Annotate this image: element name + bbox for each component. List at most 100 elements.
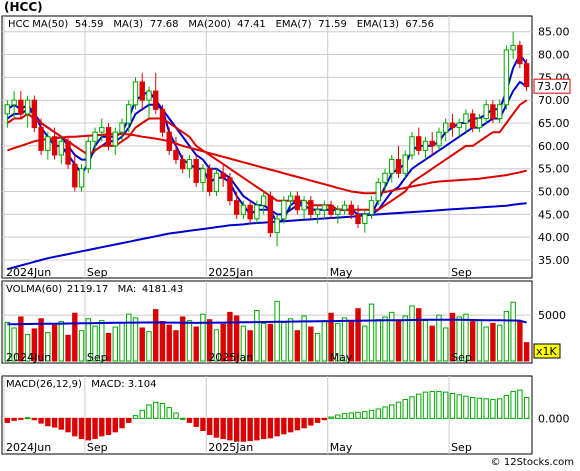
volume-bar — [429, 325, 435, 362]
macd-bar — [368, 409, 375, 419]
volume-bar — [260, 322, 267, 362]
candle-body — [463, 113, 469, 124]
volume-bar — [112, 326, 118, 362]
candle-body — [409, 136, 415, 156]
candle-body — [99, 127, 105, 133]
macd-bar — [443, 391, 449, 419]
candle-body — [206, 168, 213, 193]
volume-bar — [274, 300, 280, 362]
legend-value: 71.59 — [318, 19, 347, 30]
candle-body — [38, 127, 44, 151]
macd-bar — [126, 417, 132, 423]
volume-bar — [227, 311, 233, 362]
candle-body — [227, 177, 233, 202]
volume-x-label: 2024Jun — [6, 351, 51, 364]
volume-bar — [443, 327, 449, 362]
volume-bar — [362, 325, 368, 362]
candle-body — [153, 90, 159, 110]
candle-body — [159, 108, 166, 133]
macd-bar — [31, 417, 38, 421]
volume-ma-line — [7, 318, 527, 326]
volume-bar — [186, 320, 193, 362]
last-price-tag — [533, 78, 571, 94]
macd-bar — [463, 395, 469, 419]
candle-body — [260, 195, 267, 206]
candle-body — [24, 99, 31, 115]
volume-bar — [375, 319, 381, 362]
volume-x-label: May — [330, 351, 353, 364]
macd-bar — [416, 393, 422, 419]
price-y-axis: 85.0080.0075.0070.0065.0060.0055.0050.00… — [533, 26, 571, 267]
candle-body — [436, 131, 442, 147]
volume-bar — [523, 342, 530, 362]
price-tick-label: 70.00 — [538, 94, 570, 107]
candle-body — [132, 81, 139, 106]
macd-bar — [348, 412, 354, 419]
candle-body — [321, 204, 328, 211]
ma-line-ema13 — [6, 99, 528, 211]
macd-bar — [449, 392, 456, 419]
volume-bar — [65, 334, 71, 362]
macd-bar — [227, 417, 233, 441]
candle-body — [416, 136, 422, 151]
candle-body — [341, 204, 348, 211]
candle-body — [247, 204, 253, 220]
candle-body — [4, 104, 11, 115]
legend-label: EMA(7) — [276, 19, 312, 30]
volume-bar — [294, 330, 301, 362]
legend-value: 77.68 — [150, 19, 179, 30]
legend-value: 67.56 — [405, 19, 434, 30]
candle-body — [335, 209, 341, 215]
candle-body — [348, 204, 354, 215]
volume-tick-label: 5000 — [538, 309, 566, 322]
volume-bar — [436, 314, 442, 362]
macd-bar — [517, 389, 523, 419]
macd-legend-value: 3.104 — [128, 379, 157, 390]
volume-bar — [132, 317, 139, 362]
candle-body — [267, 195, 274, 234]
volume-bar — [503, 310, 510, 362]
volume-bar — [99, 320, 105, 362]
price-tick-label: 80.00 — [538, 49, 570, 62]
candle-body — [362, 213, 368, 224]
volume-x-label: 2025Jan — [208, 351, 253, 364]
macd-bar — [180, 417, 186, 420]
macd-bar — [274, 417, 280, 437]
volume-bar — [355, 308, 361, 362]
macd-bar — [409, 396, 415, 419]
volume-bar — [58, 321, 65, 362]
candle-body — [173, 149, 179, 161]
volume-bar — [11, 327, 17, 362]
candle-body — [469, 113, 476, 129]
candle-body — [146, 90, 152, 101]
legend-label: MA(200) — [188, 19, 230, 30]
candle-body — [422, 140, 429, 151]
volume-bar — [126, 313, 132, 362]
candle-body — [78, 168, 85, 188]
price-x-label: Sep — [451, 266, 472, 279]
candle-body — [18, 99, 24, 115]
candle-body — [31, 99, 38, 129]
macd-bar — [355, 411, 361, 419]
macd-x-axis: 2024Jun Sep 2025Jan May Sep — [6, 441, 472, 454]
macd-bar — [220, 417, 226, 440]
candle-body — [51, 136, 58, 156]
ma-line-ma200 — [7, 202, 527, 271]
candle-body — [193, 159, 199, 183]
volume-x-label: Sep — [87, 351, 108, 364]
macd-bar — [503, 394, 510, 419]
macd-bar — [247, 417, 253, 442]
macd-bar — [85, 417, 91, 441]
macd-bar — [483, 398, 489, 419]
macd-x-label: 2024Jun — [6, 441, 51, 454]
candle-body — [112, 131, 118, 147]
volume-bar — [287, 318, 294, 362]
candle-body — [308, 200, 314, 215]
volume-unit-label: x1K — [536, 345, 558, 358]
price-tick-label: 85.00 — [538, 26, 570, 39]
macd-bar — [321, 417, 328, 421]
macd-bar — [287, 417, 294, 433]
macd-x-label: May — [330, 441, 353, 454]
candle-body — [126, 104, 132, 124]
